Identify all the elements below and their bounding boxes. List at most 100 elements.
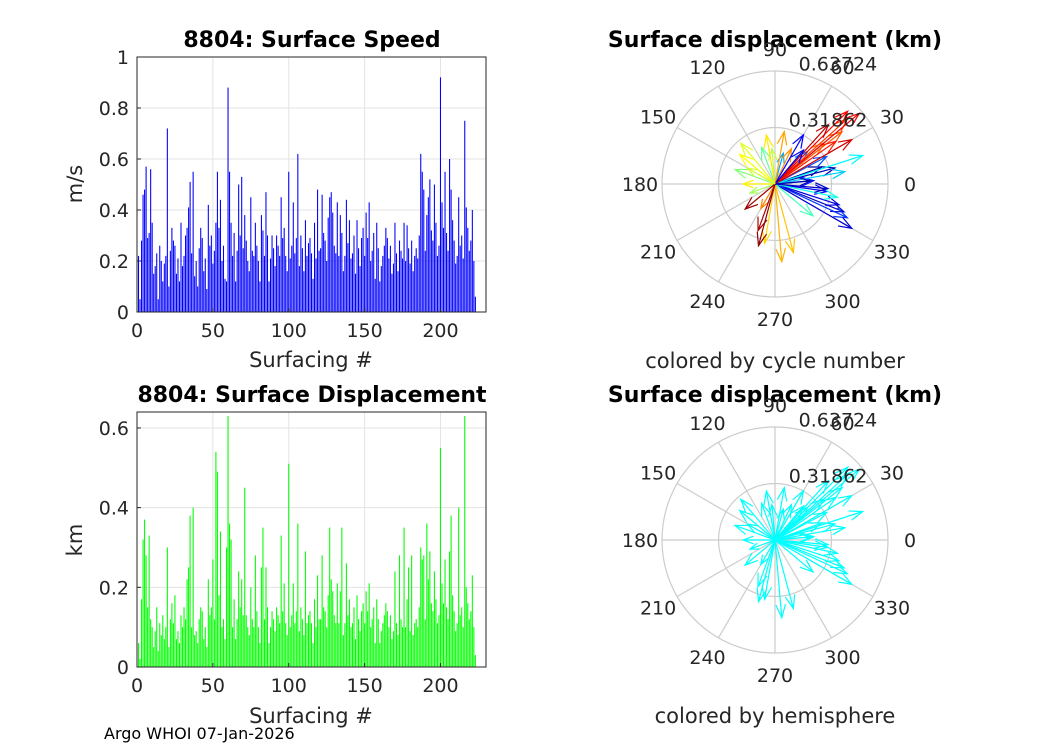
displacement-bar: [465, 587, 467, 667]
polar-hemisphere-vector: [774, 489, 805, 541]
speed-bar: [194, 276, 196, 312]
displacement-bar: [289, 627, 291, 667]
speed-bar: [154, 266, 156, 312]
displacement-bar: [333, 615, 335, 667]
speed-bar: [157, 299, 159, 312]
speed-bar: [344, 255, 346, 312]
displacement-ytick-label: 0.2: [99, 577, 129, 599]
speed-bar: [198, 248, 200, 312]
speed-bar: [421, 171, 423, 312]
polar-hemisphere-vector: [733, 524, 776, 541]
speed-bar: [430, 230, 432, 312]
speed-bar: [333, 245, 335, 312]
polar-hemisphere-vector: [761, 501, 776, 541]
speed-bar: [250, 197, 252, 312]
polar-cycle-angle-label: 330: [874, 242, 910, 264]
polar-hemisphere-vector: [774, 539, 854, 586]
displacement-bar: [324, 611, 326, 667]
polar-hemisphere-vector: [774, 494, 854, 541]
speed-xtick-label: 50: [201, 320, 225, 342]
displacement-bar: [314, 599, 316, 667]
speed-ytick-label: 0: [117, 302, 129, 324]
speed-bar: [335, 253, 337, 312]
displacement-title: 8804: Surface Displacement: [137, 383, 487, 408]
polar-hemisphere-vector: [774, 539, 841, 562]
polar-cycle-vector: [774, 183, 841, 206]
polar-cycle-angle-label: 120: [689, 57, 725, 79]
displacement-bar: [204, 627, 206, 667]
polar-cycle-vector: [741, 179, 775, 189]
speed-bar: [397, 271, 399, 312]
speed-bar: [441, 202, 443, 312]
displacement-bar: [219, 531, 221, 667]
speed-bar: [186, 227, 188, 312]
displacement-bar: [268, 643, 270, 667]
speed-bar: [269, 258, 272, 312]
displacement-bar: [186, 579, 188, 667]
polar-cycle-vector: [774, 183, 849, 219]
displacement-bar: [277, 615, 279, 667]
displacement-bar: [263, 619, 265, 667]
speed-bar: [391, 273, 393, 312]
displacement-bar: [430, 603, 432, 667]
displacement-bar: [320, 619, 322, 667]
displacement-bar: [386, 611, 388, 667]
polar-cycle-vector: [733, 168, 776, 185]
speed-bar: [153, 273, 155, 312]
displacement-bar: [317, 575, 319, 667]
displacement-bar: [175, 639, 177, 667]
speed-bar: [350, 258, 352, 312]
displacement-bar: [194, 635, 196, 667]
polar-cycle-vector: [759, 183, 776, 211]
speed-bar: [268, 281, 270, 312]
displacement-bar: [358, 619, 360, 667]
speed-bar: [406, 225, 408, 312]
speed-bar: [274, 266, 276, 312]
displacement-bar: [310, 623, 313, 667]
speed-bar: [209, 245, 211, 312]
displacement-bar: [292, 583, 294, 667]
displacement-bar: [397, 635, 399, 667]
speed-bar: [415, 248, 417, 312]
polar-hemisphere-vector: [774, 485, 788, 541]
speed-bar: [452, 220, 454, 312]
displacement-bar: [446, 607, 448, 667]
displacement-bar: [304, 551, 306, 667]
speed-bar: [206, 289, 208, 312]
speed-bar: [383, 245, 385, 312]
speed-bar: [354, 273, 357, 312]
footer-text: Argo WHOI 07-Jan-2026: [104, 724, 295, 743]
speed-bar: [321, 194, 323, 312]
displacement-bar: [166, 547, 168, 667]
polar-hemisphere-angle-label: 180: [622, 530, 658, 552]
displacement-bar: [353, 607, 355, 667]
speed-bar: [266, 235, 269, 312]
displacement-bar: [332, 591, 334, 667]
speed-xtick-label: 0: [131, 320, 143, 342]
polar-hemisphere-spoke: [774, 539, 833, 639]
speed-bar: [238, 184, 240, 312]
displacement-bar: [145, 555, 147, 667]
displacement-bar: [276, 607, 278, 667]
polar-cycle-angle-label: 150: [640, 107, 676, 129]
displacement-bar: [367, 611, 369, 667]
speed-bar: [203, 271, 205, 312]
speed-bar: [200, 227, 202, 312]
polar-hemisphere-angle-label: 90: [763, 395, 787, 417]
speed-bar: [213, 250, 215, 312]
displacement-bar: [402, 627, 404, 667]
polar-cycle-vector: [774, 133, 805, 185]
displacement-bar: [273, 619, 275, 667]
polar-cycle-angle-label: 60: [830, 57, 854, 79]
speed-bar: [301, 248, 303, 312]
displacement-bar: [370, 627, 372, 667]
displacement-bar: [403, 527, 405, 667]
displacement-bar: [312, 643, 314, 667]
speed-bar: [289, 258, 291, 312]
speed-bar: [382, 255, 384, 312]
displacement-ylabel: km: [63, 524, 87, 557]
displacement-bar: [279, 623, 281, 667]
speed-bar: [197, 286, 199, 312]
polar-cycle-spoke: [717, 85, 776, 185]
speed-bar: [376, 222, 378, 312]
